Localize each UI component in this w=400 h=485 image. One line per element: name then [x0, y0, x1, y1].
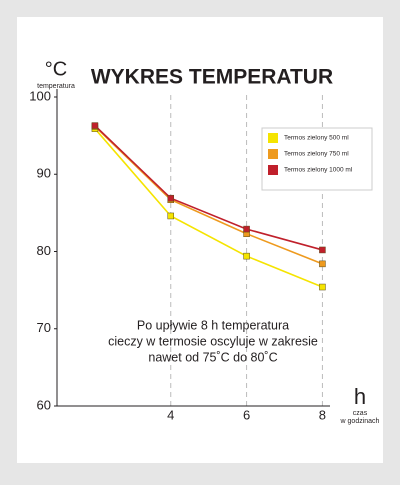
legend-swatch — [268, 165, 278, 175]
point — [319, 246, 326, 254]
legend-box — [261, 127, 373, 191]
legend-label: Termos zielony 500 ml — [284, 135, 349, 142]
chart-title: WYKRES TEMPERATUR — [91, 66, 333, 89]
y-tick-label: 100 — [29, 88, 51, 103]
point — [243, 225, 250, 233]
point — [319, 260, 326, 268]
x-tick-label: 4 — [167, 407, 174, 422]
legend-swatch — [268, 149, 278, 159]
y-tick-label: 70 — [37, 320, 51, 335]
point — [167, 212, 174, 220]
annotation: nawet od 75˚C do 80˚C — [148, 350, 277, 364]
annotation: Po upływie 8 h temperatura — [137, 318, 289, 332]
x-axis-sublabel: w godzinach — [340, 418, 380, 425]
line — [94, 125, 323, 251]
point — [243, 252, 250, 260]
x-axis-label: h — [354, 384, 366, 409]
y-axis-label: °C — [45, 58, 67, 80]
y-axis-sublabel: temperatura — [37, 83, 75, 90]
point — [91, 122, 99, 129]
line — [94, 125, 323, 265]
x-tick-label: 8 — [319, 407, 326, 422]
annotation: cieczy w termosie oscyluje w zakresie — [108, 334, 318, 348]
y-tick-label: 60 — [37, 397, 51, 412]
y-tick-label: 90 — [37, 166, 51, 181]
point — [319, 283, 326, 291]
legend-label: Termos zielony 1000 ml — [284, 167, 353, 174]
line — [94, 128, 323, 288]
x-axis-sublabel: czas — [353, 410, 368, 417]
legend-label: Termos zielony 750 ml — [284, 151, 349, 158]
x-tick-label: 6 — [243, 407, 250, 422]
legend-swatch — [268, 133, 278, 143]
point — [167, 194, 174, 202]
y-tick-label: 80 — [37, 243, 51, 258]
